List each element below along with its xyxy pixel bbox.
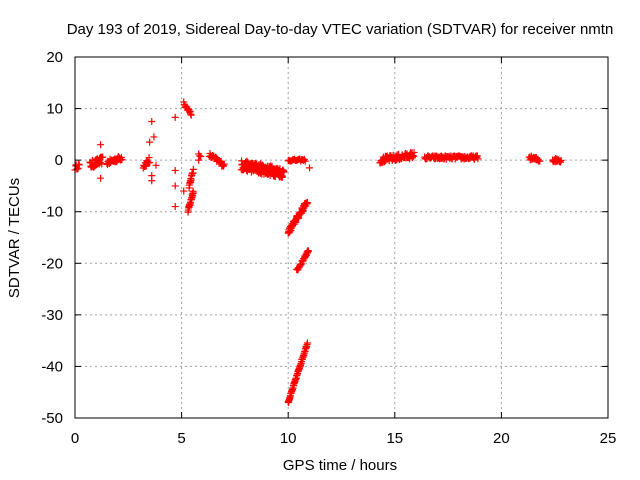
data-point: [146, 138, 154, 146]
data-point: [171, 203, 179, 211]
axis-ticks: [74, 56, 609, 419]
data-point: [303, 198, 311, 206]
x-tick-label: 20: [493, 430, 510, 447]
x-tick-label: 5: [177, 430, 185, 447]
data-point: [536, 157, 544, 165]
data-point: [557, 156, 565, 164]
data-point: [189, 189, 197, 197]
data-point: [195, 156, 203, 164]
y-tick-label: -30: [41, 307, 63, 324]
data-point: [74, 164, 82, 172]
data-point: [280, 168, 288, 176]
data-point: [196, 152, 204, 160]
data-point: [97, 174, 105, 182]
y-tick-label: 20: [46, 49, 63, 66]
data-point: [474, 155, 482, 163]
data-point: [171, 113, 179, 121]
chart-title: Day 193 of 2019, Sidereal Day-to-day VTE…: [67, 21, 614, 38]
data-point: [306, 164, 314, 172]
y-tick-labels: -50 -40 -30 -20 -10 0 10 20: [41, 49, 63, 427]
x-tick-label: 10: [280, 430, 297, 447]
data-point: [99, 153, 107, 161]
data-point: [220, 160, 228, 168]
y-tick-label: 0: [55, 152, 63, 169]
data-point: [410, 148, 418, 156]
plot-frame: [74, 56, 609, 419]
data-point: [152, 161, 160, 169]
data-point: [180, 187, 188, 195]
data-point: [171, 182, 179, 190]
y-tick-label: -20: [41, 255, 63, 272]
y-tick-label: -50: [41, 410, 63, 427]
grid: [75, 57, 608, 418]
data-point: [556, 157, 564, 165]
y-tick-label: 10: [46, 101, 63, 118]
data-point: [150, 133, 158, 141]
data-point: [304, 247, 312, 255]
x-tick-label: 15: [386, 430, 403, 447]
data-point: [189, 165, 197, 173]
data-point: [146, 159, 154, 167]
y-tick-label: -10: [41, 204, 63, 221]
data-point: [278, 173, 286, 181]
x-axis-label: GPS time / hours: [283, 457, 397, 474]
data-point: [187, 111, 195, 119]
data-point: [301, 157, 309, 165]
data-point: [118, 156, 126, 164]
y-tick-label: -40: [41, 358, 63, 375]
data-point: [556, 158, 564, 166]
data-point: [171, 166, 179, 174]
data-point: [303, 339, 311, 347]
x-tick-label: 0: [71, 430, 79, 447]
y-axis-label: SDTVAR / TECUs: [6, 178, 23, 298]
data-point: [219, 161, 227, 169]
data-point: [148, 177, 156, 185]
data-point: [97, 141, 105, 149]
data-points: [71, 98, 565, 406]
data-point: [148, 117, 156, 125]
x-tick-label: 25: [600, 430, 617, 447]
data-point: [75, 161, 83, 169]
data-point: [197, 153, 205, 161]
x-tick-labels: 0 5 10 15 20 25: [71, 430, 617, 447]
